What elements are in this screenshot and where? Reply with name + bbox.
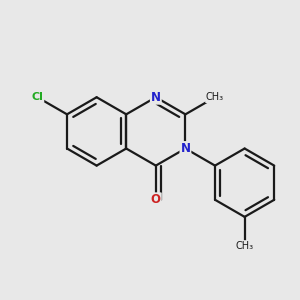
Text: CH₃: CH₃ bbox=[206, 92, 224, 102]
Text: N: N bbox=[180, 142, 190, 155]
Text: N: N bbox=[151, 91, 161, 104]
Text: CH₃: CH₃ bbox=[236, 241, 254, 251]
Text: Cl: Cl bbox=[32, 92, 44, 102]
Text: O: O bbox=[151, 193, 161, 206]
